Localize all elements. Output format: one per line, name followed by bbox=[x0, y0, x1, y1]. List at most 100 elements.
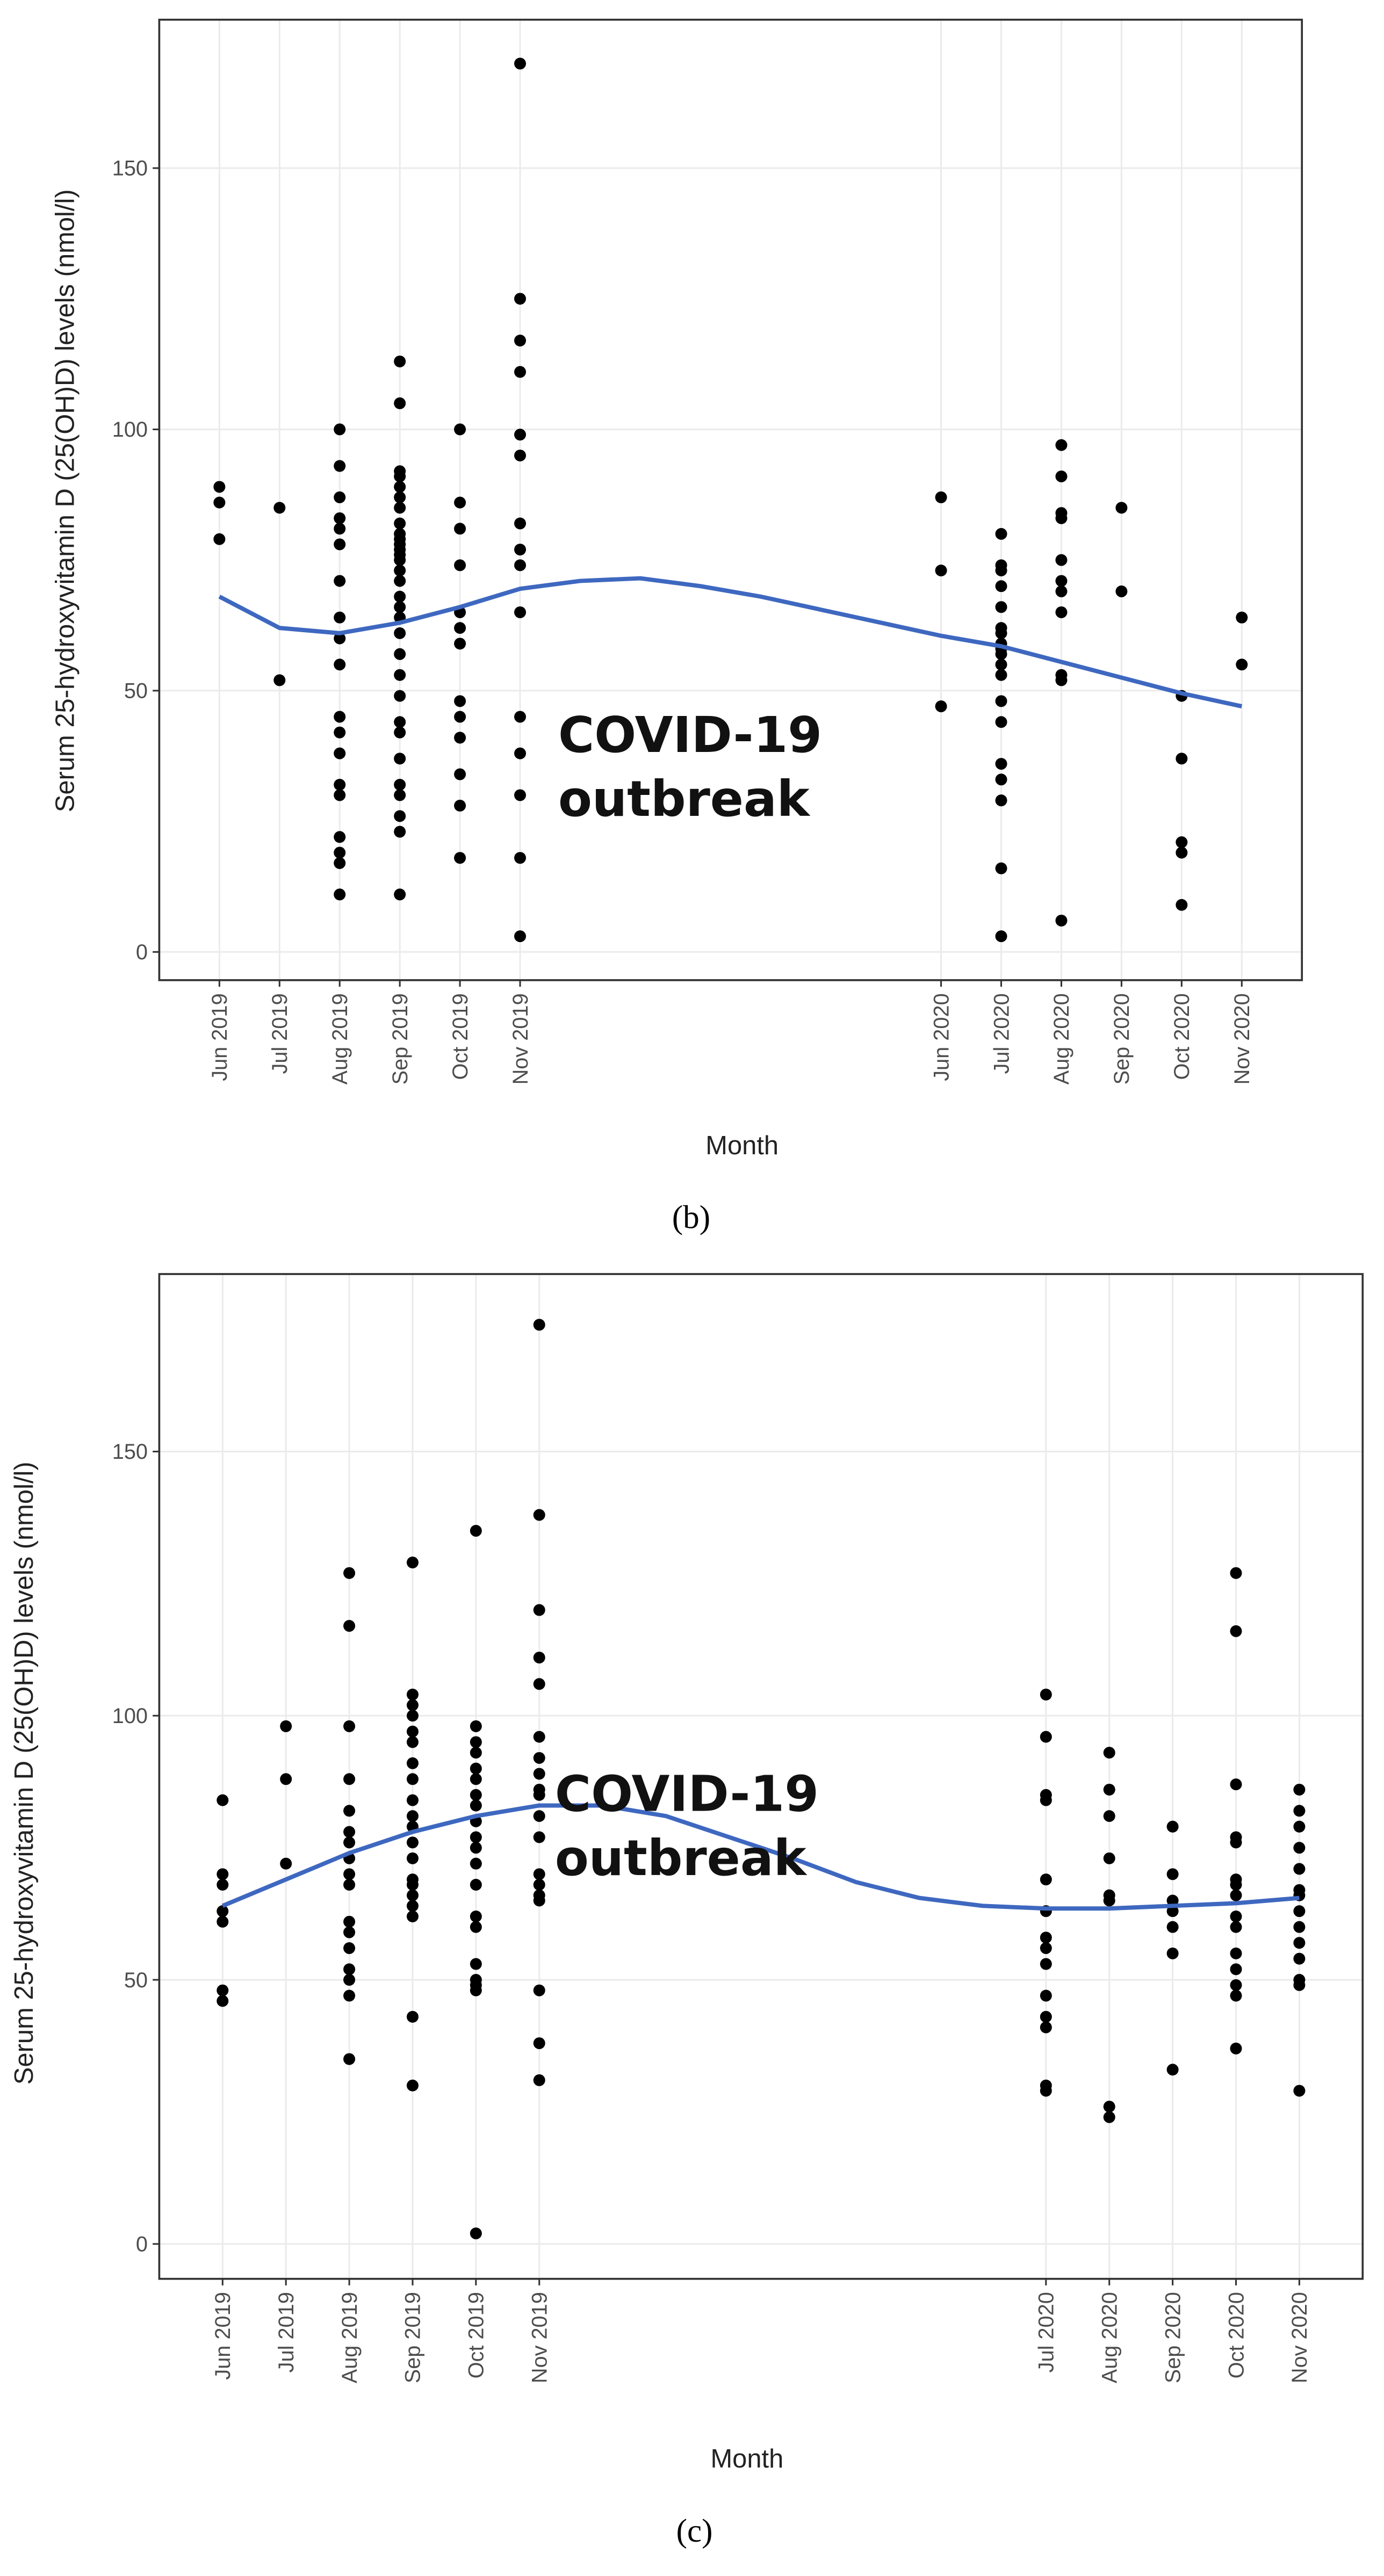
point bbox=[454, 423, 466, 436]
point bbox=[470, 1720, 482, 1732]
point bbox=[1055, 575, 1068, 587]
point bbox=[394, 481, 406, 493]
point bbox=[1055, 674, 1068, 686]
point bbox=[1230, 1567, 1242, 1579]
point bbox=[1040, 1989, 1052, 2002]
point bbox=[343, 1805, 356, 1817]
x-tick-label: Jul 2019 bbox=[275, 2292, 298, 2372]
point bbox=[394, 601, 406, 613]
point bbox=[514, 517, 527, 530]
point bbox=[995, 862, 1007, 874]
point bbox=[514, 711, 527, 723]
point bbox=[533, 1831, 545, 1843]
point bbox=[334, 632, 346, 645]
x-axis-title: Month bbox=[710, 2444, 783, 2473]
point bbox=[406, 1878, 419, 1891]
point bbox=[217, 1794, 229, 1806]
point bbox=[533, 1652, 545, 1664]
point bbox=[1230, 1878, 1242, 1891]
point bbox=[470, 1842, 482, 1854]
point bbox=[454, 638, 466, 650]
point bbox=[1103, 1810, 1115, 1822]
point bbox=[454, 852, 466, 864]
point bbox=[406, 2010, 419, 2023]
point bbox=[343, 1942, 356, 1955]
point bbox=[406, 1710, 419, 1722]
point bbox=[406, 1725, 419, 1738]
point bbox=[406, 1836, 419, 1849]
point bbox=[394, 752, 406, 765]
point bbox=[470, 1773, 482, 1785]
point bbox=[1230, 1921, 1242, 1933]
point bbox=[343, 1989, 356, 2002]
point bbox=[343, 1878, 356, 1891]
panel bbox=[159, 1274, 1363, 2279]
y-axis-title: Serum 25-hydroxyvitamin D (25(OH)D) leve… bbox=[10, 1461, 39, 2085]
point bbox=[280, 1773, 292, 1785]
point bbox=[394, 888, 406, 901]
y-tick-label: 0 bbox=[136, 2233, 148, 2256]
point bbox=[1293, 1952, 1306, 1965]
point bbox=[334, 659, 346, 671]
point bbox=[995, 794, 1007, 807]
point bbox=[394, 565, 406, 577]
point bbox=[1293, 1783, 1306, 1796]
point bbox=[533, 1789, 545, 1801]
point bbox=[514, 930, 527, 943]
point bbox=[514, 789, 527, 801]
point bbox=[470, 1984, 482, 1996]
panel bbox=[159, 19, 1302, 980]
point bbox=[1230, 1778, 1242, 1791]
x-tick-label: Nov 2019 bbox=[509, 993, 532, 1084]
point bbox=[1230, 1979, 1242, 1991]
annotation: outbreak bbox=[555, 1829, 808, 1887]
point bbox=[1293, 1905, 1306, 1917]
annotation: outbreak bbox=[558, 770, 811, 828]
point bbox=[1103, 1852, 1115, 1864]
x-tick-label: Sep 2019 bbox=[388, 993, 412, 1084]
x-tick-label: Aug 2020 bbox=[1050, 993, 1073, 1084]
point bbox=[406, 1852, 419, 1864]
point bbox=[1103, 2101, 1115, 2113]
trend-line bbox=[221, 1803, 1300, 1911]
point bbox=[406, 2079, 419, 2092]
x-tick-label: Jul 2020 bbox=[990, 993, 1013, 1074]
point bbox=[406, 1688, 419, 1701]
point bbox=[454, 695, 466, 707]
point bbox=[1055, 585, 1068, 598]
caption: (c) bbox=[676, 2513, 713, 2549]
point bbox=[343, 1915, 356, 1928]
point bbox=[394, 517, 406, 530]
point bbox=[394, 491, 406, 503]
point bbox=[343, 1926, 356, 1938]
x-tick-label: Oct 2020 bbox=[1170, 993, 1194, 1080]
point bbox=[514, 544, 527, 556]
point bbox=[1040, 2085, 1052, 2097]
point bbox=[334, 888, 346, 901]
point bbox=[1115, 585, 1128, 598]
point bbox=[1230, 1989, 1242, 2002]
point bbox=[995, 528, 1007, 540]
point bbox=[394, 826, 406, 838]
point bbox=[514, 335, 527, 347]
x-tick-label: Jul 2019 bbox=[268, 993, 292, 1074]
point bbox=[334, 491, 346, 503]
point bbox=[935, 491, 947, 503]
point bbox=[406, 1794, 419, 1806]
point bbox=[394, 648, 406, 660]
point bbox=[454, 768, 466, 780]
point bbox=[470, 1799, 482, 1812]
point bbox=[1055, 439, 1068, 451]
point bbox=[514, 57, 527, 70]
point bbox=[533, 1768, 545, 1780]
x-tick-label: Oct 2019 bbox=[465, 2292, 488, 2378]
panel-border bbox=[158, 18, 1303, 981]
point bbox=[533, 1984, 545, 1996]
point bbox=[935, 700, 947, 713]
point bbox=[995, 773, 1007, 786]
point bbox=[1055, 470, 1068, 482]
x-tick-label: Jul 2020 bbox=[1035, 2292, 1058, 2372]
point bbox=[470, 1857, 482, 1870]
x-tick-label: Nov 2020 bbox=[1288, 2292, 1311, 2383]
point bbox=[273, 502, 286, 514]
